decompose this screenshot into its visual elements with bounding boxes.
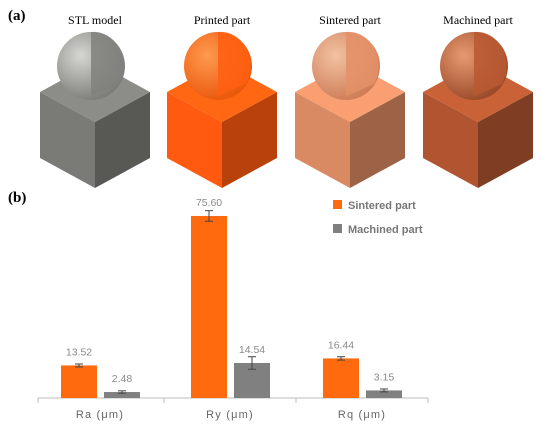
sintered-part bbox=[295, 31, 405, 188]
bar-machined-part-2 bbox=[366, 390, 402, 398]
stl-model-part-dome-cut bbox=[91, 31, 124, 96]
machined-part-right-face bbox=[478, 92, 533, 188]
machined-part-dome-cut bbox=[474, 31, 507, 97]
data-label: 75.60 bbox=[196, 197, 222, 209]
data-label: 13.52 bbox=[66, 346, 92, 358]
stl-model-label: STL model bbox=[68, 13, 122, 27]
panel-a-label: (a) bbox=[8, 8, 26, 24]
bar-sintered-part-0 bbox=[61, 365, 97, 398]
printed-part-front-face bbox=[167, 92, 222, 188]
data-label: 3.15 bbox=[374, 371, 395, 383]
sintered-part-dome-cut bbox=[346, 31, 379, 96]
printed-part-right-face bbox=[222, 92, 277, 188]
data-label: 2.48 bbox=[112, 373, 133, 385]
sintered-part-right-face bbox=[350, 92, 405, 188]
legend-entry: Sintered part bbox=[348, 200, 416, 212]
data-label: 14.54 bbox=[239, 344, 265, 356]
printed-part bbox=[167, 31, 277, 188]
bar-sintered-part-2 bbox=[323, 358, 359, 398]
category-label: Ra (μm) bbox=[76, 409, 124, 421]
machined-part-label: Machined part bbox=[443, 13, 513, 27]
bar-machined-part-0 bbox=[104, 392, 140, 398]
parts-illustration bbox=[40, 31, 533, 188]
printed-part-dome-cut bbox=[218, 31, 251, 96]
category-label: Ry (μm) bbox=[206, 409, 254, 421]
printed-part-label: Printed part bbox=[193, 13, 251, 27]
stl-model-part bbox=[40, 31, 150, 188]
legend-swatch bbox=[333, 224, 342, 233]
category-label: Rq (μm) bbox=[338, 409, 386, 421]
machined-part bbox=[423, 31, 533, 188]
sintered-part-label: Sintered part bbox=[319, 13, 381, 27]
legend-entry: Machined part bbox=[348, 224, 423, 236]
machined-part-front-face bbox=[423, 92, 478, 188]
panel-b-label: (b) bbox=[8, 190, 27, 206]
legend-swatch bbox=[333, 200, 342, 209]
sintered-part-front-face bbox=[295, 92, 350, 188]
bar-sintered-part-1 bbox=[191, 215, 227, 398]
bar-machined-part-1 bbox=[234, 362, 270, 398]
stl-model-part-front-face bbox=[40, 92, 95, 188]
stl-model-part-right-face bbox=[95, 92, 150, 188]
data-label: 16.44 bbox=[328, 339, 354, 351]
